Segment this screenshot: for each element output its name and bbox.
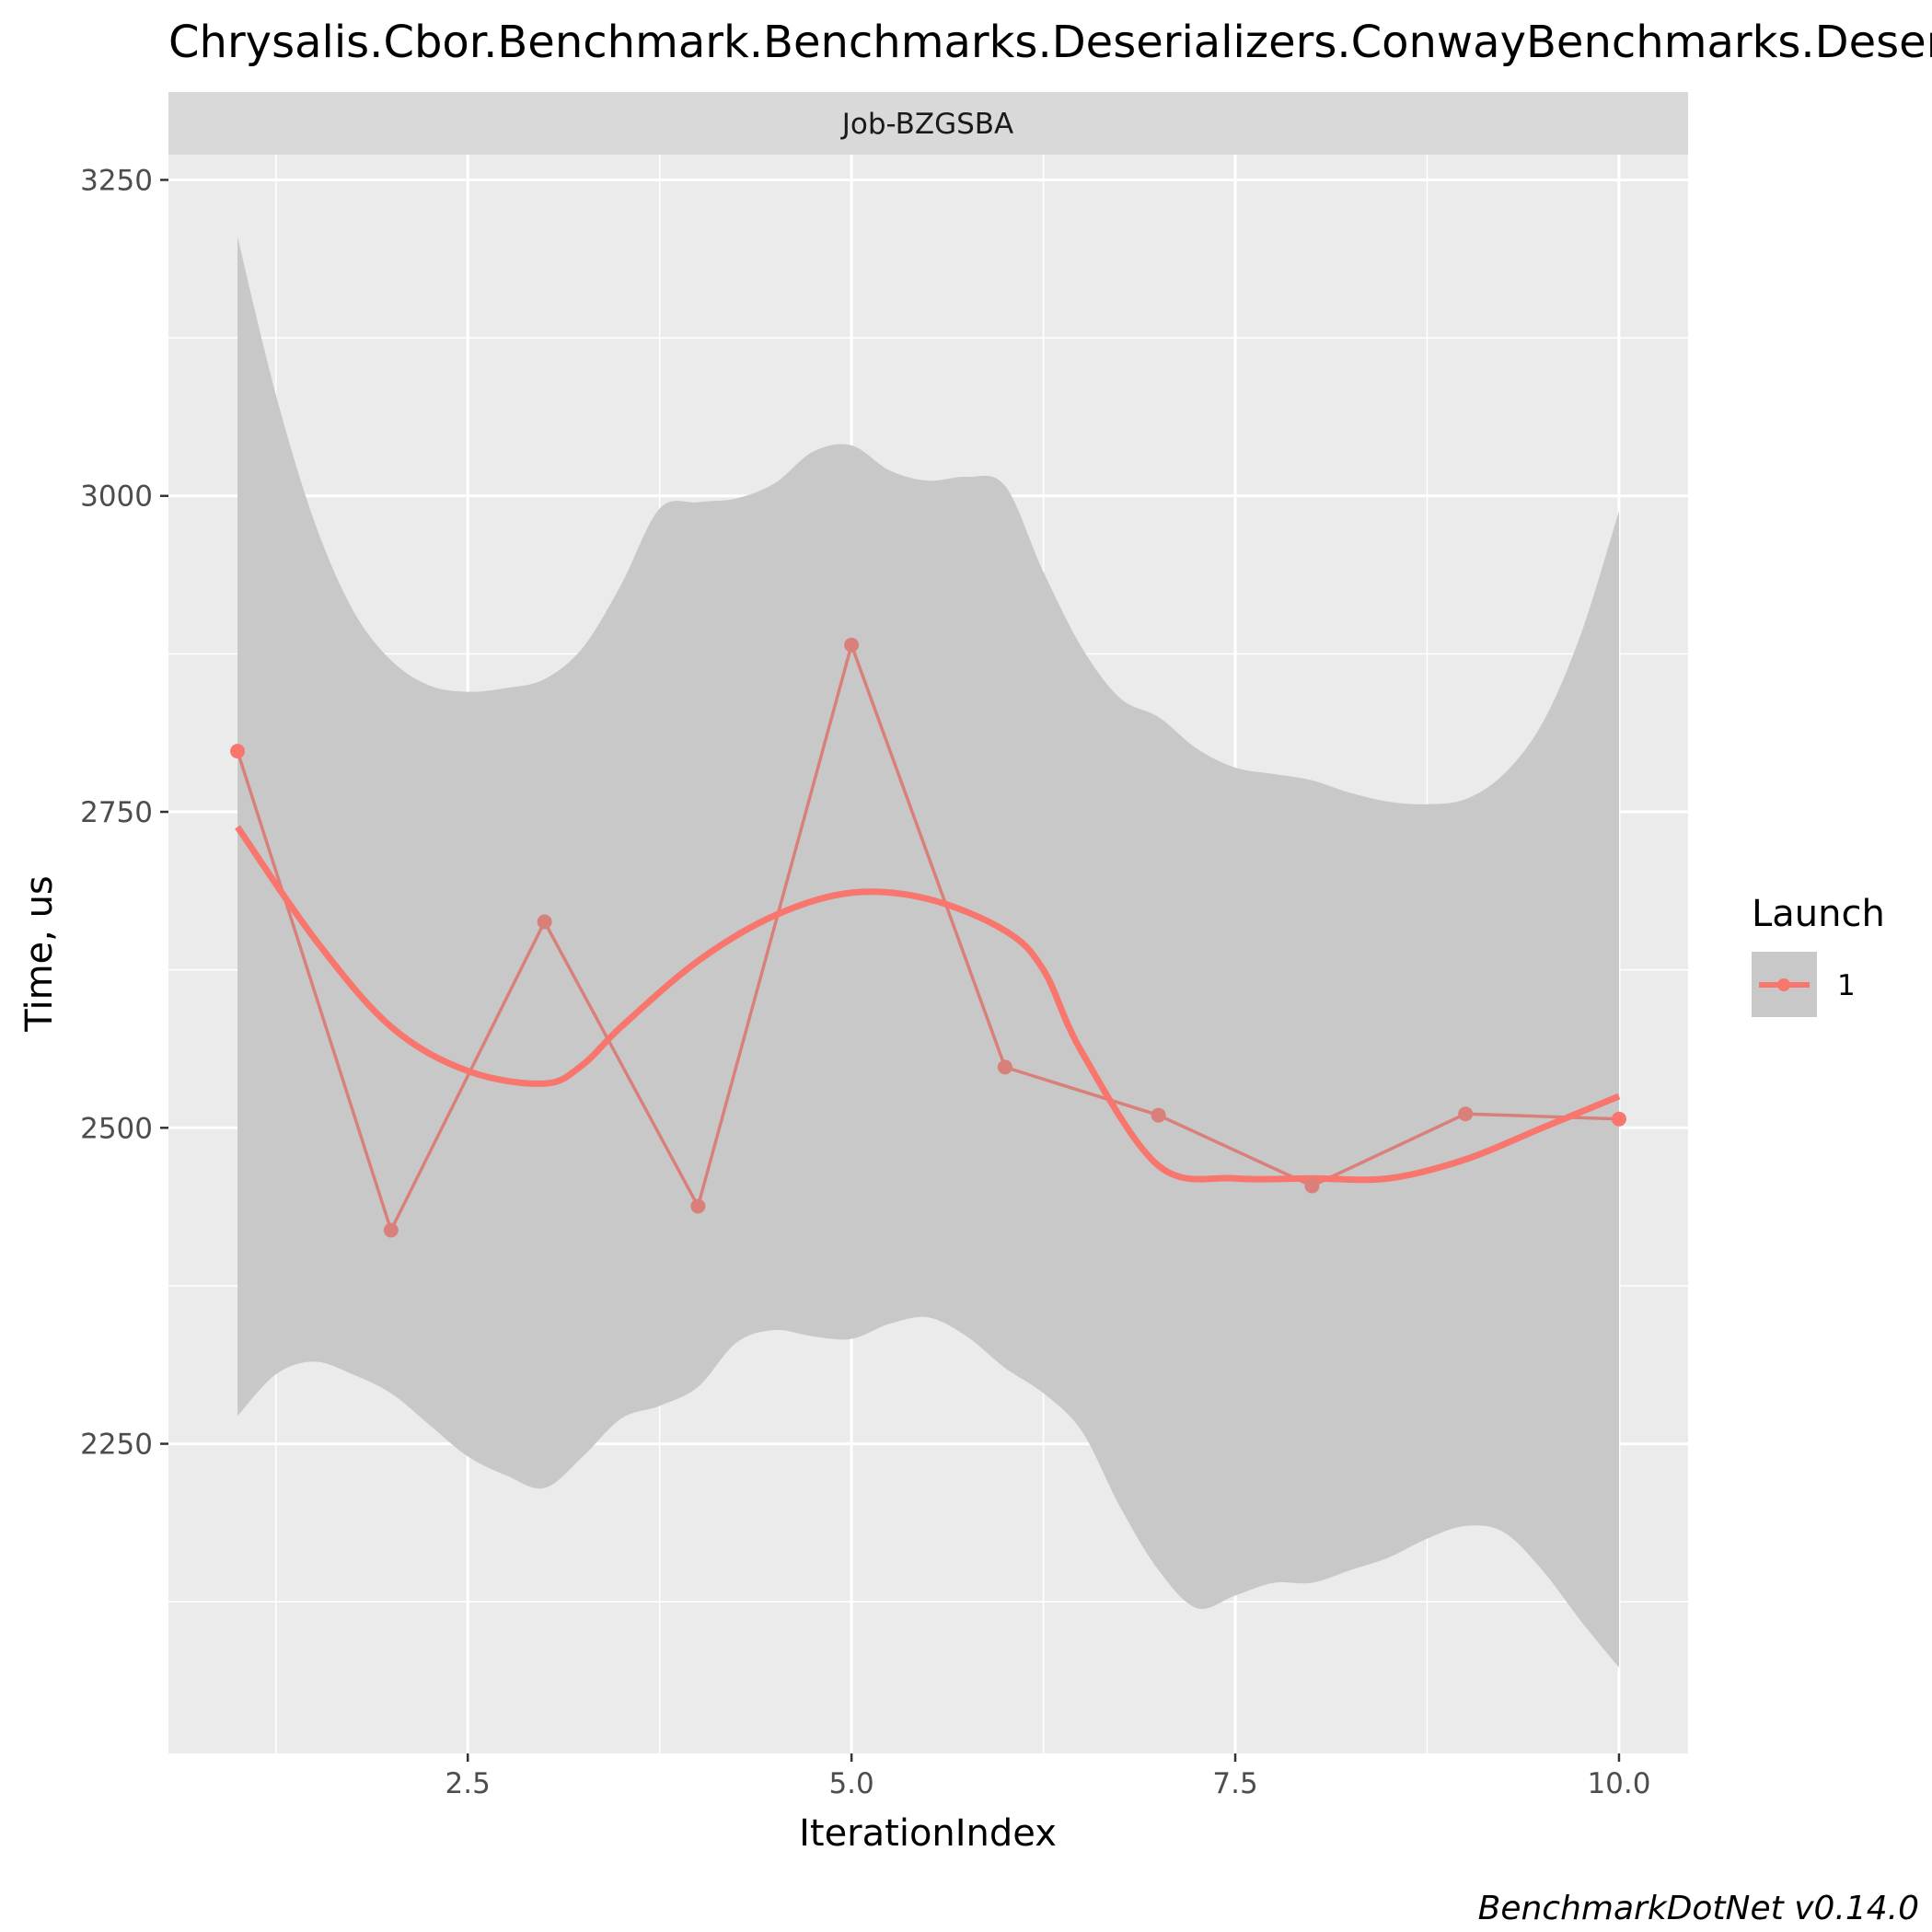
x-tick-label: 5.0 xyxy=(828,1767,873,1800)
data-point xyxy=(383,1222,399,1238)
y-tick-label: 3250 xyxy=(80,164,153,197)
y-tick-label: 3000 xyxy=(80,480,153,514)
series-line-1 xyxy=(236,640,1620,1235)
facet-strip-label: Job-BZGSBA xyxy=(840,108,1014,141)
data-point xyxy=(537,914,552,930)
legend-key-point xyxy=(1777,978,1790,991)
caption: BenchmarkDotNet v0.14.0 xyxy=(1478,1890,1919,1927)
confidence-ribbon xyxy=(237,237,1619,1668)
data-point xyxy=(230,744,246,759)
legend: Launch 1 xyxy=(1752,893,1885,1017)
data-point xyxy=(1611,1111,1626,1127)
y-tick-label: 2750 xyxy=(80,796,153,829)
data-point xyxy=(844,637,860,653)
x-tick-label: 10.0 xyxy=(1587,1767,1650,1800)
smooth-line-1 xyxy=(235,825,1621,1184)
facet-strip xyxy=(168,92,1688,155)
y-tick-label: 2500 xyxy=(80,1112,153,1145)
series-points-1 xyxy=(230,637,1626,1238)
x-tick-label: 2.5 xyxy=(445,1767,491,1800)
y-tick-label: 2250 xyxy=(80,1429,153,1462)
chart-title: Chrysalis.Cbor.Benchmark.Benchmarks.Dese… xyxy=(168,17,1932,68)
legend-label-1: 1 xyxy=(1837,969,1856,1002)
x-tick-label: 7.5 xyxy=(1212,1767,1257,1800)
x-axis: 2.5 5.0 7.5 10.0 xyxy=(445,1753,1650,1800)
data-point xyxy=(1458,1106,1474,1122)
data-point xyxy=(690,1198,706,1214)
data-point xyxy=(997,1059,1012,1075)
data-point xyxy=(1304,1178,1320,1194)
y-axis-title: Time, us xyxy=(18,875,61,1033)
y-axis: 2250 2500 2750 3000 3250 xyxy=(80,164,168,1462)
x-axis-title: IterationIndex xyxy=(799,1812,1057,1855)
data-point xyxy=(1151,1107,1166,1123)
legend-title: Launch xyxy=(1752,893,1885,935)
